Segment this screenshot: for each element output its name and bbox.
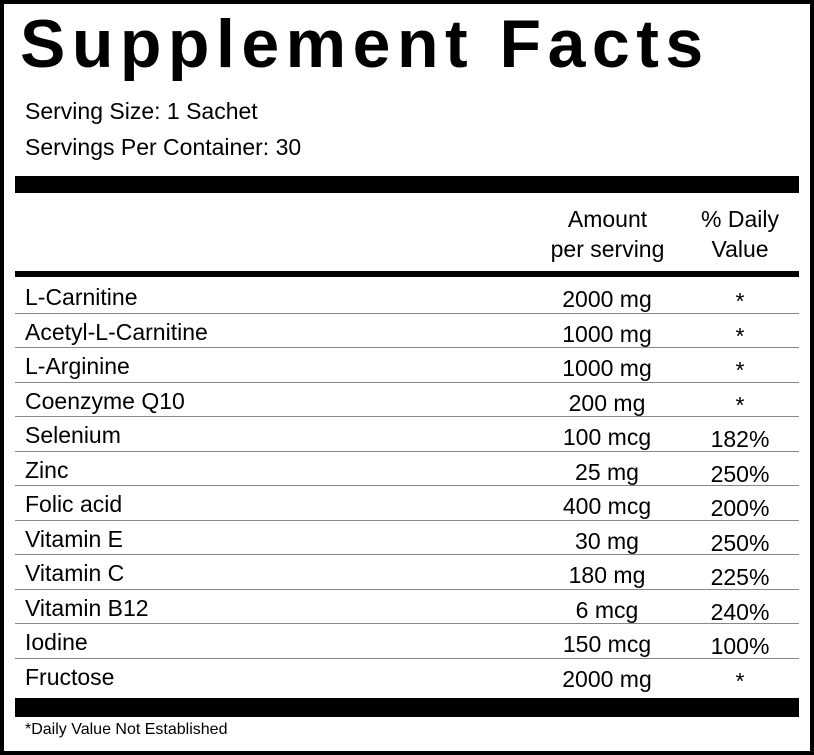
nutrient-amount: 400 mcg [562, 493, 652, 519]
nutrient-amount: 1000 mg [562, 355, 652, 381]
table-row: Coenzyme Q10 200 mg * [15, 383, 799, 418]
table-row: L-Carnitine 2000 mg * [15, 279, 799, 314]
nutrient-daily-value: 182% [710, 426, 770, 452]
nutrient-daily-value: 100% [710, 633, 770, 659]
nutrient-name: L-Carnitine [25, 284, 138, 310]
table-row: Acetyl-L-Carnitine 1000 mg * [15, 314, 799, 349]
nutrient-daily-value: * [735, 288, 745, 314]
nutrient-amount: 2000 mg [562, 665, 652, 692]
nutrient-name: Zinc [25, 456, 69, 483]
table-row: Zinc 25 mg 250% [15, 452, 799, 487]
nutrient-amount: 180 mg [568, 562, 646, 588]
table-row: Selenium 100 mcg 182% [15, 417, 799, 452]
nutrient-amount: 6 mcg [575, 596, 639, 623]
bottom-divider [15, 698, 799, 717]
nutrient-amount: 25 mg [575, 458, 639, 485]
thick-divider [15, 176, 799, 193]
nutrient-daily-value: 250% [710, 529, 770, 556]
footnote: *Daily Value Not Established [25, 721, 228, 738]
nutrient-name: Fructose [25, 663, 115, 690]
nutrient-name: L-Arginine [25, 353, 130, 379]
nutrient-name: Coenzyme Q10 [25, 387, 185, 414]
table-row: Vitamin E 30 mg 250% [15, 521, 799, 556]
table-row: Fructose 2000 mg * [15, 659, 799, 694]
nutrient-daily-value: * [735, 391, 745, 418]
header-divider [15, 271, 799, 277]
nutrient-name: Selenium [25, 422, 121, 448]
amount-header: Amount per serving [550, 206, 665, 262]
nutrient-daily-value: 240% [710, 598, 770, 625]
table-row: Vitamin C 180 mg 225% [15, 555, 799, 590]
nutrient-daily-value: * [735, 322, 745, 349]
nutrient-table: L-Carnitine 2000 mg * Acetyl-L-Carnitine 100… [15, 279, 799, 694]
nutrient-amount: 150 mcg [562, 631, 652, 657]
nutrient-amount: 30 mg [575, 527, 639, 554]
nutrient-daily-value: 200% [710, 495, 770, 521]
table-row: Folic acid 400 mcg 200% [15, 486, 799, 521]
table-row: Iodine 150 mcg 100% [15, 624, 799, 659]
nutrient-amount: 1000 mg [562, 320, 652, 347]
serving-size: Serving Size: 1 Sachet [25, 98, 258, 124]
nutrient-name: Vitamin B12 [25, 594, 149, 621]
nutrient-daily-value: * [735, 667, 745, 694]
table-row: Vitamin B12 6 mcg 240% [15, 590, 799, 625]
nutrient-name: Folic acid [25, 491, 123, 517]
nutrient-name: Acetyl-L-Carnitine [25, 318, 208, 345]
nutrient-name: Vitamin C [25, 560, 125, 586]
label-title: Supplement Facts [20, 6, 710, 82]
nutrient-daily-value: 250% [710, 460, 770, 487]
nutrient-name: Iodine [25, 629, 88, 655]
servings-per-container: Servings Per Container: 30 [25, 134, 302, 160]
daily-value-header: % Daily Value [701, 206, 779, 262]
nutrient-daily-value: 225% [710, 564, 770, 590]
nutrient-daily-value: * [735, 357, 745, 383]
table-row: L-Arginine 1000 mg * [15, 348, 799, 383]
nutrient-amount: 2000 mg [562, 286, 652, 312]
nutrient-name: Vitamin E [25, 525, 124, 552]
nutrient-amount: 100 mcg [562, 424, 652, 450]
nutrient-amount: 200 mg [568, 389, 646, 416]
